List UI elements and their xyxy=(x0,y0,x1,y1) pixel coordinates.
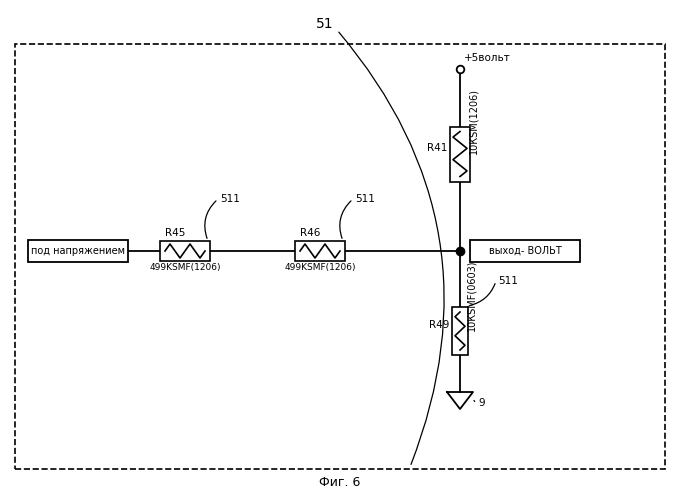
Text: 10КSМ(1206): 10КSМ(1206) xyxy=(468,88,478,154)
Text: +5вольт: +5вольт xyxy=(464,53,511,63)
Bar xyxy=(160,241,210,261)
Bar xyxy=(15,44,665,469)
Text: 10КSMF(0603): 10КSMF(0603) xyxy=(466,259,476,331)
Bar xyxy=(450,127,470,182)
Text: Фиг. 6: Фиг. 6 xyxy=(320,476,360,489)
Text: 511: 511 xyxy=(355,194,375,204)
Text: R45: R45 xyxy=(165,228,185,238)
Bar xyxy=(28,240,128,262)
Text: 499KSMF(1206): 499KSMF(1206) xyxy=(149,263,221,272)
Text: 51: 51 xyxy=(316,17,334,31)
Text: 9: 9 xyxy=(478,398,485,408)
Text: R41: R41 xyxy=(426,143,447,153)
Text: 499KSMF(1206): 499KSMF(1206) xyxy=(284,263,356,272)
Text: под напряжением: под напряжением xyxy=(31,246,125,256)
Text: 511: 511 xyxy=(220,194,240,204)
Text: выход- ВОЛЬТ: выход- ВОЛЬТ xyxy=(489,246,562,256)
Text: R46: R46 xyxy=(300,228,320,238)
Bar xyxy=(452,307,468,355)
Bar xyxy=(295,241,345,261)
Text: R49: R49 xyxy=(428,320,449,330)
Text: 511: 511 xyxy=(498,276,518,286)
Bar xyxy=(470,240,580,262)
